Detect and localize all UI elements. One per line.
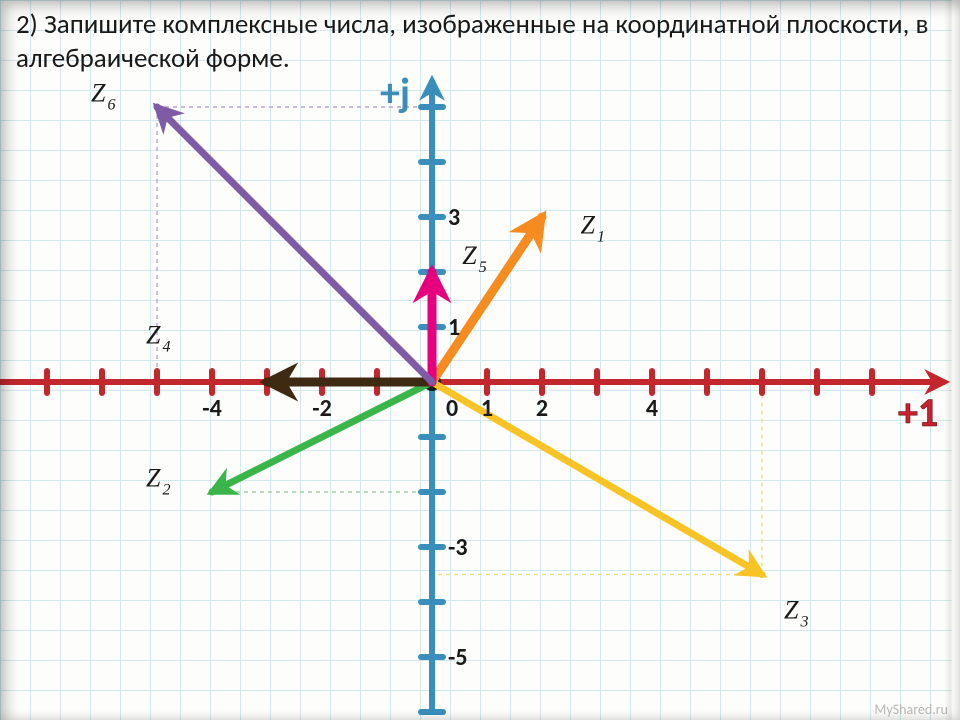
- label-z4: Z4: [146, 321, 170, 356]
- ytick--3: -3: [448, 533, 468, 562]
- xtick-1: 1: [481, 394, 493, 423]
- ytick-1: 1: [448, 313, 460, 342]
- xtick--2: -2: [312, 394, 332, 423]
- origin-label: 0: [446, 394, 458, 423]
- x-axis-label: +1: [898, 388, 938, 437]
- xtick-2: 2: [536, 394, 548, 423]
- ytick-3: 3: [448, 203, 460, 232]
- label-z6: Z6: [91, 79, 115, 114]
- complex-plane: -4 -2 1 2 4 3 1 -3 -5 0 +1 +j Z1 Z2 Z3 Z4 Z5 Z6 MyShared.r…: [0, 0, 960, 720]
- xtick-4: 4: [646, 394, 658, 423]
- label-z3: Z3: [784, 596, 808, 631]
- y-axis-label: +j: [380, 68, 410, 117]
- label-z1: Z1: [581, 211, 605, 246]
- label-z2: Z2: [146, 464, 170, 499]
- label-z5: Z5: [462, 241, 486, 276]
- page-edge: [944, 0, 960, 720]
- watermark: MyShared.ru: [874, 701, 948, 718]
- xtick--4: -4: [202, 394, 222, 423]
- ytick--5: -5: [448, 643, 468, 672]
- vector-z1: [432, 217, 542, 382]
- vector-z6: [157, 107, 432, 382]
